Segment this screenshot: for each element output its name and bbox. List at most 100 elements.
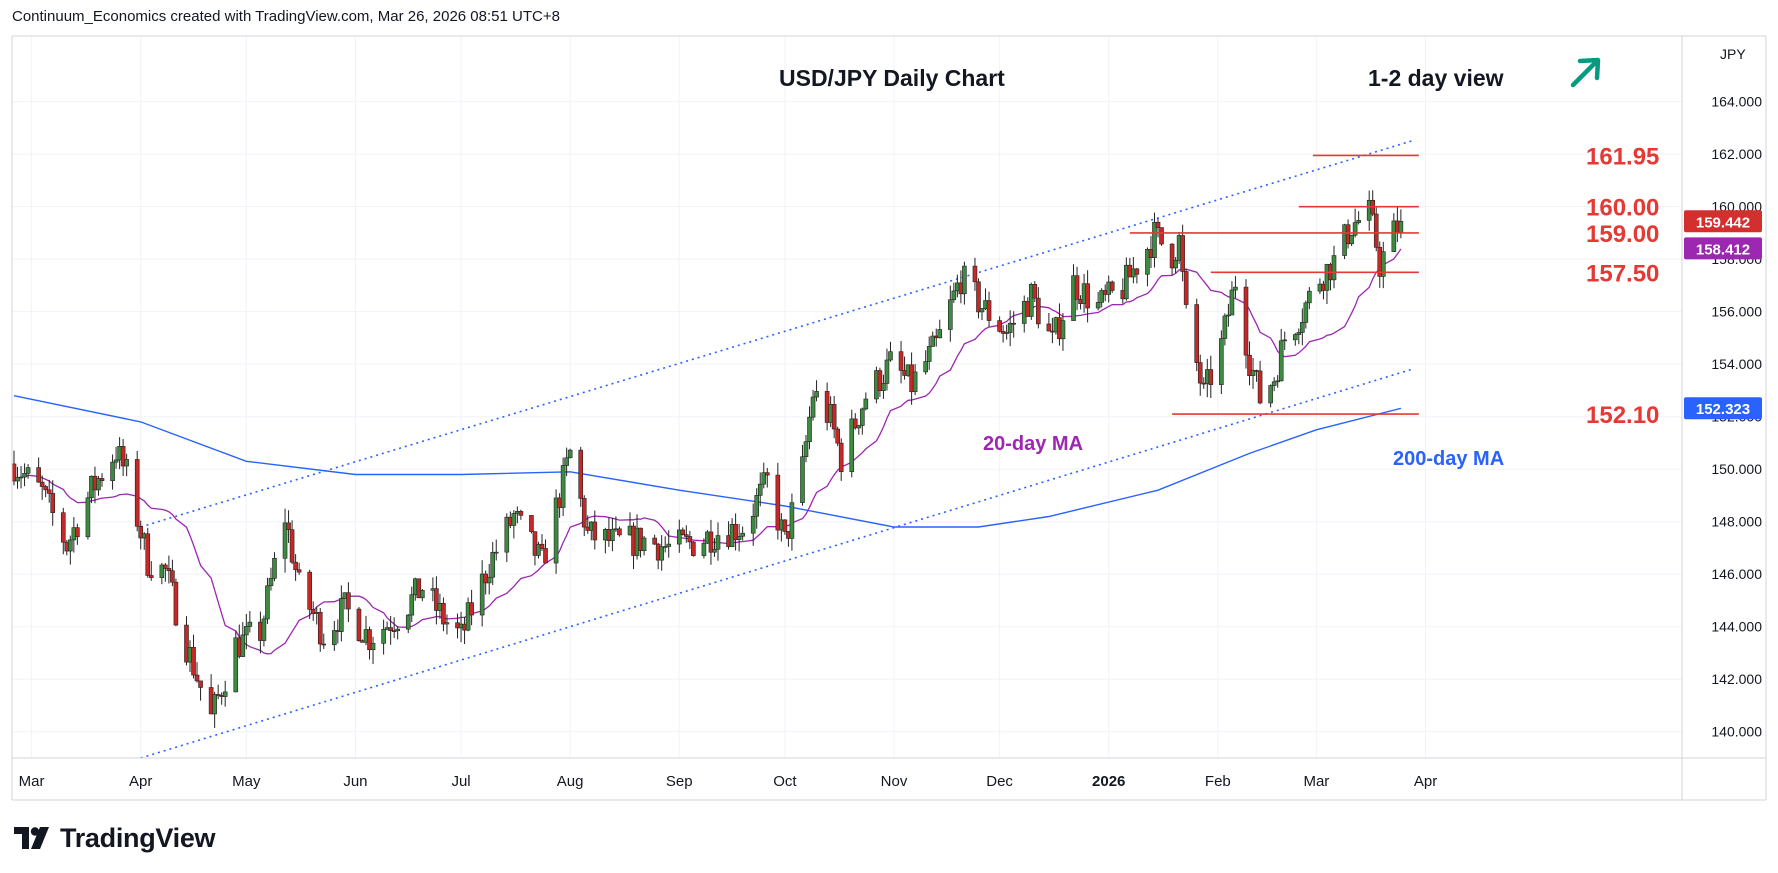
candle: [814, 380, 819, 402]
candle: [986, 291, 992, 327]
candle-body: [289, 529, 295, 563]
candle: [1099, 288, 1104, 308]
candle-body: [757, 483, 763, 496]
candle-body: [388, 627, 393, 631]
candle: [163, 562, 168, 582]
candle-body: [948, 299, 953, 330]
candle-body: [972, 265, 978, 283]
candle-body: [1169, 243, 1175, 269]
candle: [1257, 360, 1263, 405]
candle-body: [803, 441, 809, 458]
candle: [676, 519, 682, 553]
candle: [321, 633, 327, 649]
currency-label: JPY: [1720, 46, 1746, 62]
candle-body: [293, 561, 298, 571]
candle-body: [662, 546, 668, 548]
candle: [1222, 313, 1228, 346]
candle: [504, 513, 510, 563]
candle-body: [321, 643, 327, 646]
candle: [113, 446, 119, 469]
candle: [391, 617, 397, 639]
candle-body: [1032, 283, 1038, 299]
candle-body: [370, 643, 376, 651]
candle: [937, 319, 943, 339]
candle-body: [395, 628, 400, 632]
candle-body: [838, 442, 844, 473]
candle-body: [1373, 213, 1379, 248]
candle: [170, 559, 175, 587]
x-tick-label: Jul: [451, 773, 470, 790]
candle-body: [124, 459, 129, 467]
candle: [307, 569, 312, 619]
candle-body: [60, 512, 66, 543]
candle-body: [912, 371, 918, 393]
candle: [434, 576, 439, 625]
candle-body: [25, 467, 31, 474]
candle: [1247, 341, 1252, 386]
candle: [1208, 355, 1214, 398]
candle-body: [1331, 255, 1337, 281]
candle: [1173, 257, 1178, 274]
candle-body: [736, 535, 742, 540]
candle: [750, 503, 756, 546]
candle: [831, 396, 837, 439]
candle-body: [884, 359, 890, 384]
candle: [166, 555, 172, 584]
y-tick-label: 140.000: [1711, 724, 1762, 740]
candle: [405, 613, 411, 634]
candle-body: [511, 513, 517, 526]
candle: [852, 413, 858, 430]
candle: [332, 620, 337, 651]
candle-body: [1159, 227, 1164, 245]
candle: [849, 409, 855, 478]
candle-body: [1250, 370, 1256, 376]
candle: [60, 507, 66, 555]
candle: [838, 438, 844, 481]
x-tick-label: Apr: [1414, 773, 1437, 790]
candle-body: [286, 522, 291, 530]
candle: [1060, 313, 1066, 351]
x-tick-label: Sep: [666, 773, 693, 790]
candle-body: [1180, 235, 1185, 272]
candle: [85, 491, 91, 540]
candle: [529, 515, 534, 534]
candle: [800, 444, 805, 506]
candle: [789, 493, 795, 551]
plot-area: [12, 36, 1682, 758]
candle-body: [754, 495, 760, 517]
candle-body: [1349, 234, 1354, 245]
candle: [215, 684, 221, 700]
candle-body: [434, 588, 439, 611]
candle-body: [888, 351, 893, 361]
candle: [754, 488, 760, 529]
candle: [479, 560, 485, 627]
candle-body: [420, 589, 425, 599]
tradingview-logo[interactable]: TradingView: [14, 823, 216, 853]
candle-body: [1307, 290, 1312, 304]
candle: [222, 680, 228, 707]
chart-annotations: 159.442 158.412 152.323 USD/JPY Daily Chart…: [779, 57, 1762, 470]
candle: [409, 586, 415, 623]
candle: [701, 538, 707, 559]
candle: [733, 513, 738, 551]
candle-body: [85, 497, 91, 538]
candle: [764, 467, 770, 488]
candle-body: [1247, 354, 1252, 376]
candle: [1155, 218, 1161, 238]
candle-body: [680, 529, 686, 535]
candle: [36, 457, 41, 483]
candle: [581, 495, 587, 537]
candle-body: [1380, 251, 1386, 277]
candle: [712, 538, 717, 557]
candle-body: [979, 308, 985, 313]
candle: [356, 607, 362, 642]
candle-body: [134, 459, 140, 527]
candle: [1180, 224, 1185, 282]
candle: [296, 562, 302, 575]
candle-body: [469, 602, 474, 616]
candle-body: [532, 531, 538, 556]
candle-body: [1074, 275, 1080, 300]
candle-body: [479, 573, 485, 616]
